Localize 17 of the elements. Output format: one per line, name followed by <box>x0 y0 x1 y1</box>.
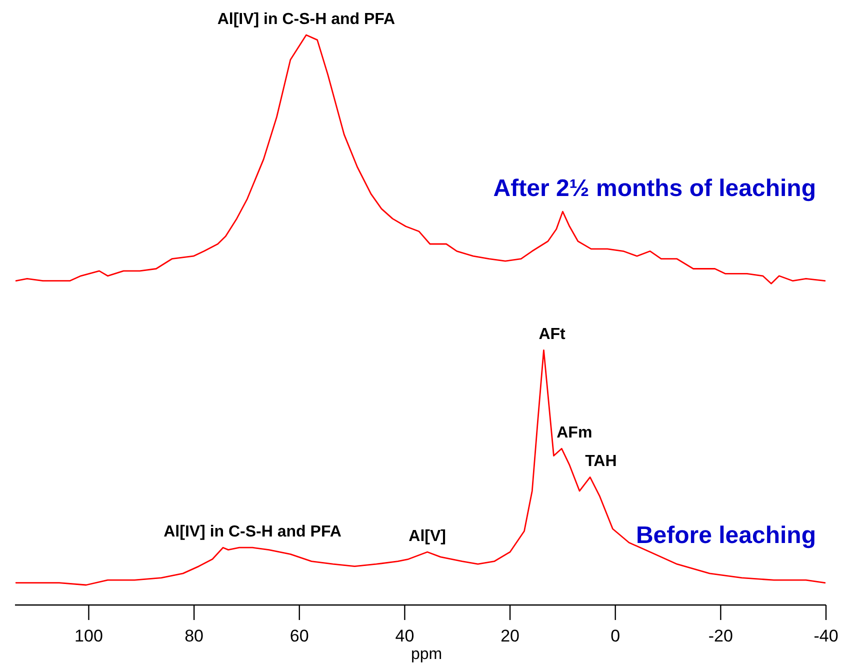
x-tick-label: 20 <box>500 626 520 646</box>
annotation: AFm <box>556 424 592 442</box>
text: After 2½ months of leaching <box>493 175 816 202</box>
annotation: AFt <box>538 326 566 344</box>
annotation: Al[IV] in C-S-H and PFA <box>217 11 396 28</box>
x-tick-label: 0 <box>610 626 620 646</box>
x-tick-label: -40 <box>814 626 838 646</box>
annotation: TAH <box>585 453 617 470</box>
annotation: Al[V] <box>408 528 446 545</box>
x-tick-label: 40 <box>395 626 414 646</box>
x-tick-label: 60 <box>290 626 309 646</box>
annotation: Al[IV] in C-S-H and PFA <box>164 524 342 541</box>
series-label: Before leaching <box>636 522 816 549</box>
x-tick-label: 80 <box>184 626 204 646</box>
x-tick-label: -20 <box>708 626 733 646</box>
x-tick-label: 100 <box>74 626 103 646</box>
x-axis-title: ppm <box>410 646 442 663</box>
